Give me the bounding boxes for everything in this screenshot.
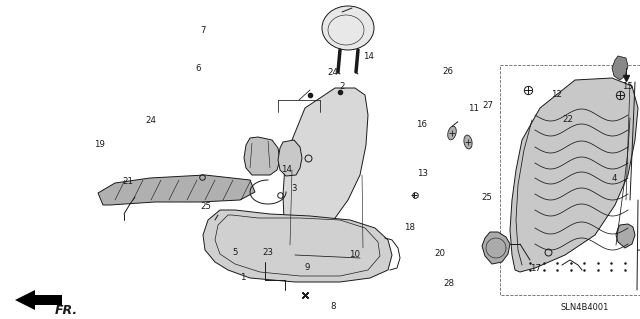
Text: 18: 18 [404, 223, 415, 232]
Text: 2: 2 [340, 82, 345, 91]
Text: 23: 23 [262, 248, 273, 256]
Text: 22: 22 [562, 115, 573, 124]
Text: 10: 10 [349, 250, 360, 259]
Text: 28: 28 [443, 279, 454, 288]
Text: 21: 21 [122, 177, 134, 186]
Text: 8: 8 [330, 302, 335, 311]
Text: SLN4B4001: SLN4B4001 [561, 303, 609, 313]
Ellipse shape [464, 135, 472, 149]
Text: 1: 1 [241, 273, 246, 282]
Text: 15: 15 [621, 82, 633, 91]
Text: 19: 19 [94, 140, 104, 149]
Text: 11: 11 [468, 104, 479, 113]
Polygon shape [244, 137, 280, 175]
Text: 26: 26 [442, 67, 454, 76]
Polygon shape [616, 224, 635, 248]
Text: FR.: FR. [55, 303, 78, 316]
Polygon shape [510, 78, 638, 272]
Text: 25: 25 [200, 202, 212, 211]
Text: 27: 27 [483, 101, 494, 110]
Text: 13: 13 [417, 169, 428, 178]
Text: 12: 12 [551, 90, 563, 99]
Polygon shape [283, 88, 368, 260]
Ellipse shape [322, 6, 374, 50]
Text: 17: 17 [529, 264, 541, 273]
Text: 5: 5 [233, 248, 238, 256]
Polygon shape [203, 210, 392, 282]
Text: 3: 3 [292, 184, 297, 193]
Polygon shape [482, 232, 510, 264]
Text: 24: 24 [145, 116, 156, 125]
Polygon shape [612, 56, 628, 80]
Text: 7: 7 [201, 26, 206, 35]
Bar [500, 65, 640, 295]
Text: 4: 4 [612, 174, 617, 183]
Text: 14: 14 [363, 52, 374, 61]
Text: 16: 16 [416, 120, 428, 129]
Polygon shape [25, 295, 62, 305]
Polygon shape [15, 290, 35, 310]
Text: 9: 9 [305, 263, 310, 272]
Text: 20: 20 [434, 249, 445, 258]
Ellipse shape [448, 126, 456, 140]
Polygon shape [98, 175, 255, 205]
Text: 14: 14 [281, 165, 292, 174]
Polygon shape [278, 140, 302, 176]
Text: 6: 6 [196, 64, 201, 73]
Text: 24: 24 [327, 68, 339, 77]
Text: 25: 25 [481, 193, 493, 202]
